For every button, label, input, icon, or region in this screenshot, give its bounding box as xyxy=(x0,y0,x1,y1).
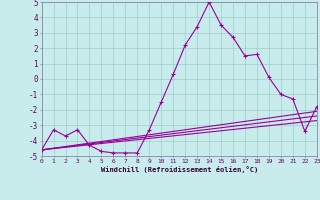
X-axis label: Windchill (Refroidissement éolien,°C): Windchill (Refroidissement éolien,°C) xyxy=(100,166,258,173)
